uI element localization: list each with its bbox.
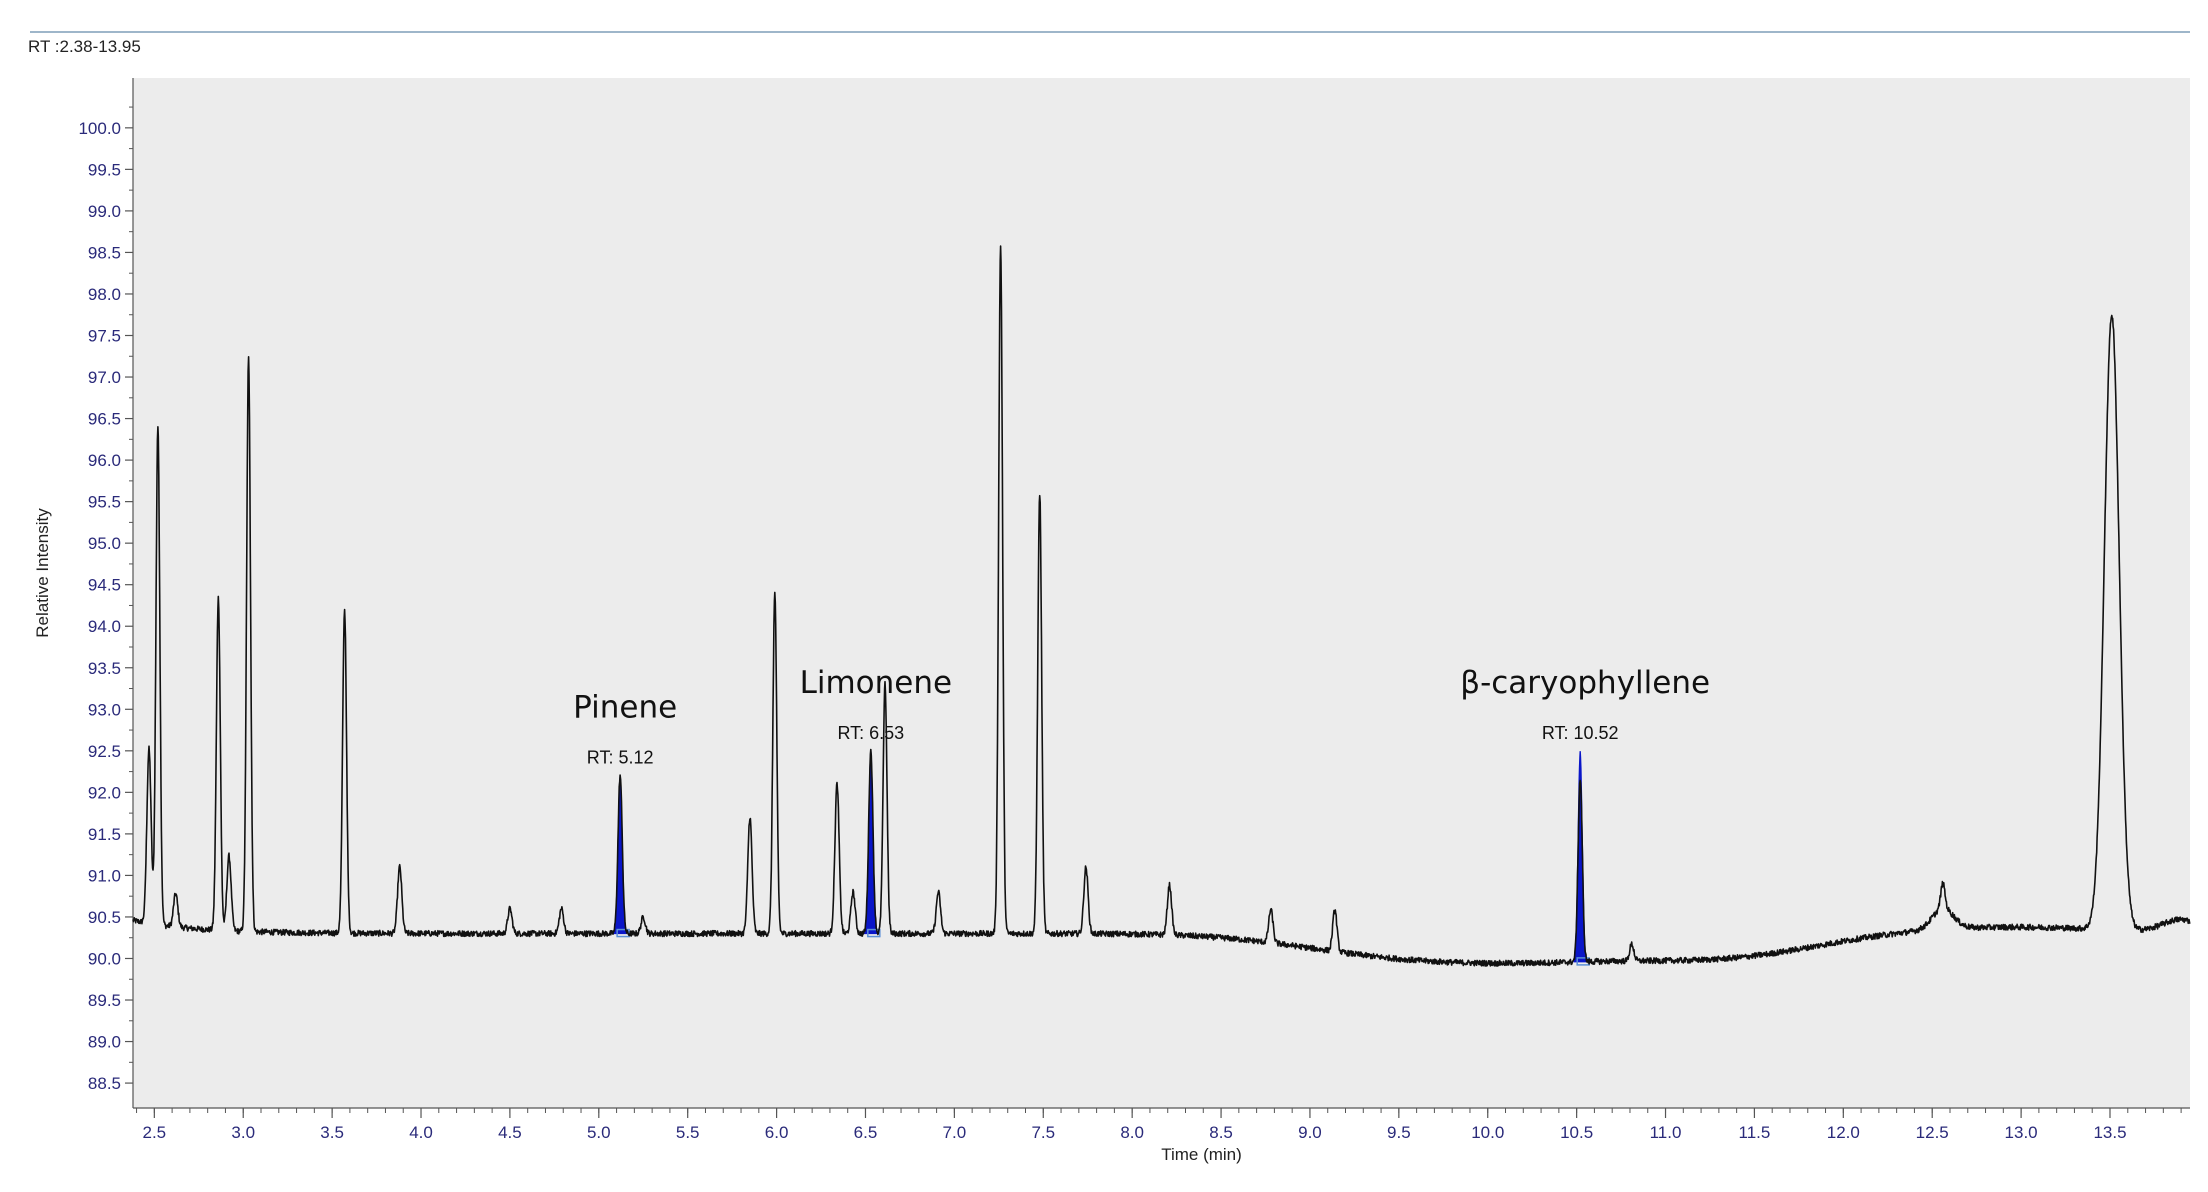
y-tick-label: 93.0 xyxy=(88,700,121,719)
y-tick-label: 98.0 xyxy=(88,285,121,304)
x-tick-label: 13.0 xyxy=(2005,1123,2038,1142)
y-tick-label: 92.0 xyxy=(88,783,121,802)
y-tick-label: 91.5 xyxy=(88,825,121,844)
x-tick-label: 5.5 xyxy=(676,1123,700,1142)
x-tick-label: 3.0 xyxy=(231,1123,255,1142)
x-tick-label: 4.5 xyxy=(498,1123,522,1142)
y-tick-label: 90.5 xyxy=(88,908,121,927)
y-tick-label: 88.5 xyxy=(88,1074,121,1093)
y-tick-label: 92.5 xyxy=(88,742,121,761)
y-tick-label: 99.0 xyxy=(88,202,121,221)
peak-baseline-marker xyxy=(867,928,881,938)
x-tick-label: 12.0 xyxy=(1827,1123,1860,1142)
y-tick-label: 100.0 xyxy=(78,119,121,138)
y-tick-label: 98.5 xyxy=(88,243,121,262)
y-axis-title: Relative Intensity xyxy=(33,508,52,638)
x-tick-label: 12.5 xyxy=(1916,1123,1949,1142)
chromatogram-trace xyxy=(132,245,2191,967)
y-tick-label: 94.0 xyxy=(88,617,121,636)
compound-label-1: Limonene xyxy=(800,665,953,701)
x-tick-label: 6.5 xyxy=(854,1123,878,1142)
rt-range-label: RT :2.38-13.95 xyxy=(28,37,141,56)
y-tick-label: 99.5 xyxy=(88,160,121,179)
y-tick-label: 95.0 xyxy=(88,534,121,553)
x-tick-label: 11.5 xyxy=(1739,1123,1771,1142)
y-tick-label: 97.0 xyxy=(88,368,121,387)
x-tick-label: 7.5 xyxy=(1031,1123,1055,1142)
x-tick-label: 5.0 xyxy=(587,1123,611,1142)
peak-baseline-marker xyxy=(616,928,630,938)
x-tick-label: 9.5 xyxy=(1387,1123,1411,1142)
x-tick-label: 3.5 xyxy=(320,1123,344,1142)
x-tick-label: 7.0 xyxy=(943,1123,967,1142)
plot-area xyxy=(133,78,2190,1108)
y-tick-label: 96.5 xyxy=(88,410,121,429)
y-tick-label: 93.5 xyxy=(88,659,121,678)
y-tick-label: 94.5 xyxy=(88,576,121,595)
compound-label-2: β-caryophyllene xyxy=(1460,665,1710,701)
y-tick-label: 97.5 xyxy=(88,327,121,346)
x-axis-title: Time (min) xyxy=(1161,1145,1242,1164)
x-tick-label: 2.5 xyxy=(143,1123,167,1142)
x-tick-label: 13.5 xyxy=(2093,1123,2126,1142)
x-tick-label: 4.0 xyxy=(409,1123,433,1142)
y-tick-label: 91.0 xyxy=(88,866,121,885)
compound-label-0: Pinene xyxy=(573,690,677,726)
rt-label-2: RT: 10.52 xyxy=(1542,723,1619,743)
y-tick-label: 89.5 xyxy=(88,991,121,1010)
x-tick-label: 10.0 xyxy=(1471,1123,1504,1142)
peak-annotations: RT: 5.12 Pinene RT: 6.53 Limonene RT: 10.52 β… xyxy=(573,665,1710,768)
rt-label-0: RT: 5.12 xyxy=(587,748,654,768)
y-tick-label: 96.0 xyxy=(88,451,121,470)
y-tick-label: 89.0 xyxy=(88,1033,121,1052)
y-tick-label: 90.0 xyxy=(88,949,121,968)
x-tick-label: 6.0 xyxy=(765,1123,789,1142)
rt-label-1: RT: 6.53 xyxy=(837,723,904,743)
x-tick-label: 10.5 xyxy=(1560,1123,1593,1142)
y-tick-label: 95.5 xyxy=(88,493,121,512)
x-axis: 2.5 3.0 3.5 4.0 4.5 5.0 5.5 6.0 6.5 7.0 7.5 8.0 8.5 9… xyxy=(133,1107,2190,1142)
y-axis: 88.5 89.0 89.5 90.0 90.5 91.0 91.5 92.0 92.5 93.0… xyxy=(78,78,134,1108)
x-tick-label: 8.0 xyxy=(1120,1123,1144,1142)
x-tick-label: 9.0 xyxy=(1298,1123,1322,1142)
x-tick-label: 11.0 xyxy=(1650,1123,1682,1142)
x-tick-label: 8.5 xyxy=(1209,1123,1233,1142)
